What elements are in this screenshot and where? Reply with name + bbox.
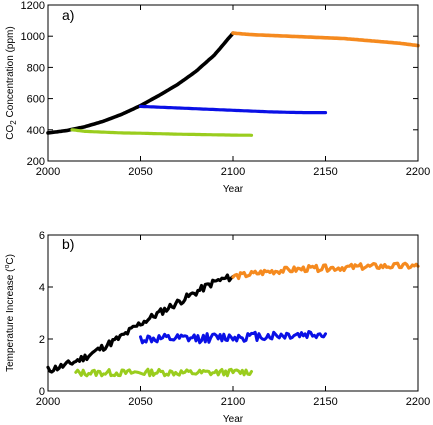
x-tick-label: 2150 (313, 166, 337, 178)
y-label-part-3: Concentration (ppm) (5, 26, 16, 120)
y-axis-label: Temperature Increase (oC) (4, 254, 16, 372)
x-tick-label: 2200 (406, 396, 430, 408)
series-line-1 (46, 273, 235, 374)
y-tick-label: 1200 (21, 0, 45, 12)
y-tick-label: 6 (39, 230, 45, 242)
y-label-part-1: CO (5, 124, 16, 139)
x-tick-label: 2050 (128, 396, 152, 408)
y-label-part-1: Temperature Increase ( (5, 268, 16, 372)
panel-label: b) (62, 236, 74, 252)
x-axis-label: Year (223, 184, 244, 195)
series-line-3 (74, 367, 253, 378)
series-line-3 (70, 128, 254, 137)
series-line-4 (231, 31, 420, 48)
x-tick-label: 2000 (36, 166, 60, 178)
series-line-2 (138, 104, 328, 115)
y-label-subscript: 2 (9, 120, 18, 125)
y-tick-label: 200 (27, 156, 45, 168)
y-tick-label: 2 (39, 334, 45, 346)
x-tick-label: 2100 (221, 166, 245, 178)
plot-frame (47, 234, 419, 392)
y-tick-label: 800 (27, 62, 45, 74)
series-line-1 (46, 31, 235, 135)
y-tick-label: 4 (39, 282, 45, 294)
co2-concentration-panel: 2000 2050 2100 2150 2200 200 400 600 800 1000 1200… (5, 0, 430, 195)
x-tick-label: 2000 (36, 396, 60, 408)
y-tick-label: 0 (39, 386, 45, 398)
panel-label: a) (62, 7, 74, 23)
y-axis-label: CO2 Concentration (ppm) (5, 26, 18, 139)
temperature-increase-panel: 2000 2050 2100 2150 2200 0 2 4 6 b) Year Tempera… (4, 230, 430, 425)
y-tick-label: 1000 (21, 31, 45, 43)
x-tick-label: 2200 (406, 166, 430, 178)
y-label-part-3: C) (5, 254, 16, 265)
series-line-2 (139, 330, 327, 345)
x-tick-label: 2050 (128, 166, 152, 178)
y-label-superscript: o (4, 265, 11, 269)
y-tick-label: 600 (27, 94, 45, 106)
y-tick-label: 400 (27, 125, 45, 137)
x-axis-label: Year (223, 414, 244, 425)
series-line-4 (231, 261, 420, 281)
x-tick-label: 2150 (313, 396, 337, 408)
x-tick-label: 2100 (221, 396, 245, 408)
plot-frame (47, 4, 419, 162)
